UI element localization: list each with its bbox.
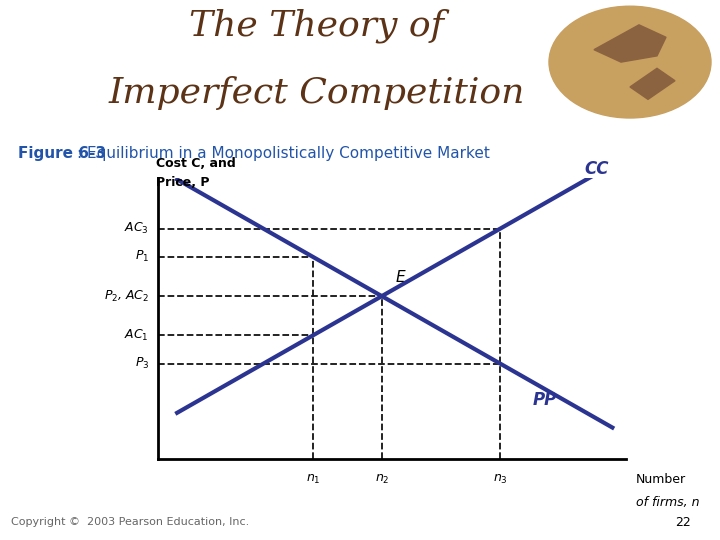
Text: Price, P: Price, P <box>156 177 210 190</box>
Text: $n_3$: $n_3$ <box>492 473 508 486</box>
Text: Copyright ©  2003 Pearson Education, Inc.: Copyright © 2003 Pearson Education, Inc. <box>11 517 249 527</box>
Text: CC: CC <box>585 160 609 178</box>
Text: $n_1$: $n_1$ <box>305 473 320 486</box>
Text: $AC_3$: $AC_3$ <box>125 221 149 237</box>
Text: E: E <box>396 270 405 285</box>
Text: $AC_1$: $AC_1$ <box>125 328 149 343</box>
Text: $P_3$: $P_3$ <box>135 356 149 371</box>
Text: $P_1$: $P_1$ <box>135 249 149 265</box>
Text: : Equilibrium in a Monopolistically Competitive Market: : Equilibrium in a Monopolistically Comp… <box>77 146 490 161</box>
Text: $n_2$: $n_2$ <box>374 473 389 486</box>
Text: The Theory of: The Theory of <box>189 9 444 43</box>
Polygon shape <box>594 25 666 62</box>
Text: Imperfect Competition: Imperfect Competition <box>109 76 525 110</box>
Text: Cost C, and: Cost C, and <box>156 157 236 170</box>
Text: of firms, n: of firms, n <box>636 496 699 509</box>
Polygon shape <box>630 68 675 99</box>
Text: $P_2$, $AC_2$: $P_2$, $AC_2$ <box>104 288 149 303</box>
Circle shape <box>549 6 711 118</box>
Text: Figure 6-3: Figure 6-3 <box>18 146 106 161</box>
Text: PP: PP <box>533 391 557 409</box>
Text: Number: Number <box>636 473 686 486</box>
Text: 22: 22 <box>675 516 691 529</box>
